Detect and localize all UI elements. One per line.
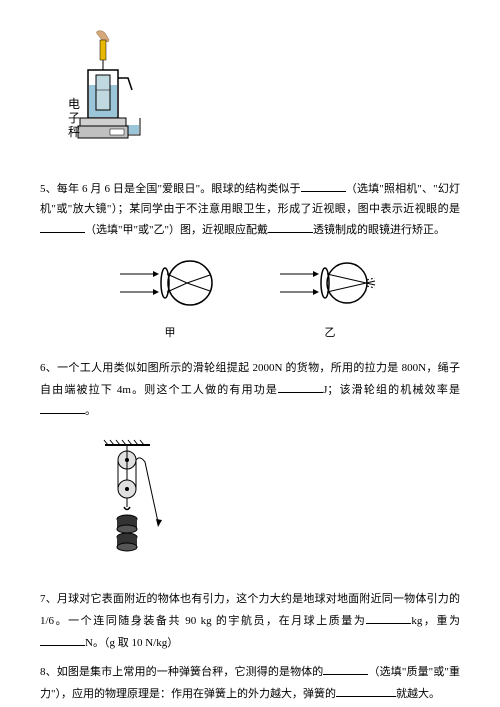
q6-blank-2 <box>40 400 85 414</box>
eye-label-left: 甲 <box>115 324 225 344</box>
q8-text-3: 就越大。 <box>396 688 440 700</box>
svg-text:电: 电 <box>68 97 80 111</box>
svg-text:秤: 秤 <box>68 125 80 139</box>
q5-blank-1 <box>301 178 346 192</box>
eye-label-right: 乙 <box>275 324 385 344</box>
eye-diagram-left: 甲 <box>115 256 225 344</box>
q5-text-4: 透镜制成的眼镜进行矫正。 <box>313 224 445 236</box>
question-6: 6、一个工人用类似如图所示的滑轮组提起 2000N 的货物，所用的拉力是 800… <box>40 359 460 422</box>
q6-text-3: 。 <box>85 405 96 417</box>
q8-blank-2 <box>336 683 396 697</box>
q5-blank-3 <box>268 219 313 233</box>
q7-blank-1 <box>366 610 411 624</box>
q7-text-2: kg，重为 <box>411 615 460 627</box>
q6-text-2: J；该滑轮组的机械效率是 <box>323 384 460 396</box>
q7-text-3: N。（g 取 10 N/kg） <box>85 637 178 649</box>
q7-blank-2 <box>40 632 85 646</box>
q6-blank-1 <box>278 379 323 393</box>
q5-text-1: 5、每年 6 月 6 日是全国"爱眼日"。眼球的结构类似于 <box>40 183 301 195</box>
q8-text-1: 8、如图是集市上常用的一种弹簧台秤，它测得的是物体的 <box>40 666 323 678</box>
question-5: 5、每年 6 月 6 日是全国"爱眼日"。眼球的结构类似于（选填"照相机"、"幻… <box>40 178 460 241</box>
question-8: 8、如图是集市上常用的一种弹簧台秤，它测得的是物体的（选填"质量"或"重力"），… <box>40 661 460 705</box>
figure-pulley <box>100 437 460 575</box>
svg-text:子: 子 <box>68 111 80 125</box>
eye-diagram-right: 乙 <box>275 256 385 344</box>
q5-text-3: （选填"甲"或"乙"）图，近视眼应配戴 <box>85 224 268 236</box>
figure-scale-apparatus: 电 子 秤 <box>60 30 460 168</box>
q8-blank-1 <box>323 661 368 675</box>
question-7: 7、月球对它表面附近的物体也有引力，这个力大约是地球对地面附近同一物体引力的 1… <box>40 590 460 653</box>
eye-diagrams-container: 甲 乙 <box>40 256 460 344</box>
q5-blank-2 <box>40 219 85 233</box>
